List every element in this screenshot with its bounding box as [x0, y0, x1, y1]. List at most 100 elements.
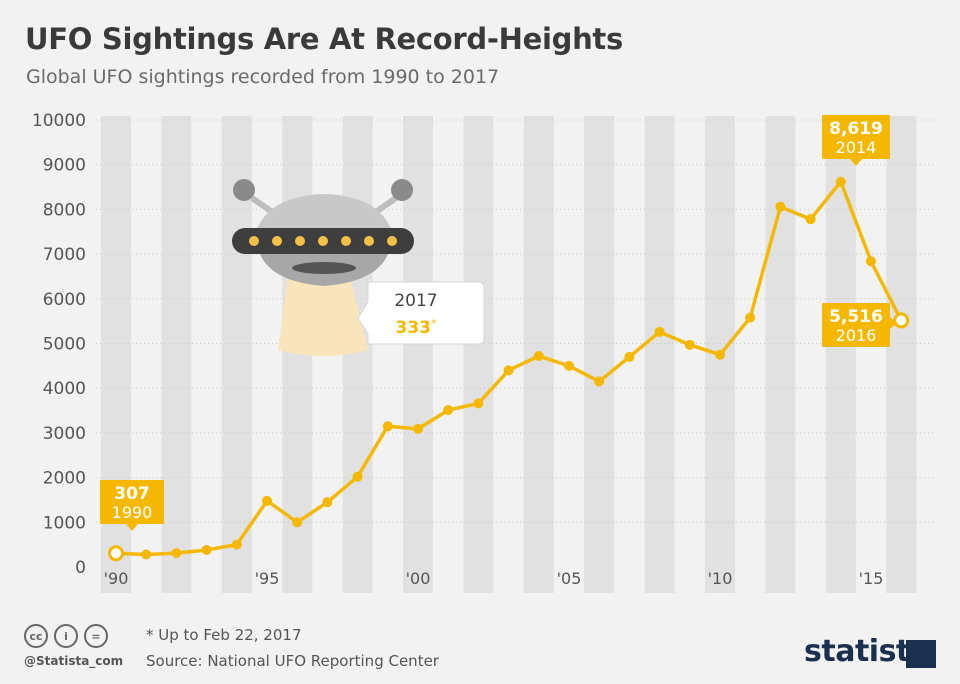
data-point [775, 201, 786, 212]
ufo-dome [256, 194, 392, 232]
ufo-light-icon [249, 236, 259, 246]
chart-title: UFO Sightings Are At Record-Heights [25, 22, 623, 56]
callout-2017: 2017 333* [357, 281, 485, 345]
annotation-box [822, 115, 890, 159]
x-axis: '90 '95 '00 '05 '10 '15 [104, 569, 884, 588]
data-point [141, 549, 152, 560]
data-point [201, 545, 212, 556]
data-point [262, 495, 272, 506]
y-axis: 0 1000 2000 3000 4000 5000 6000 7000 8000 9000 100… [32, 111, 86, 578]
ufo-light-icon [295, 236, 305, 246]
y-tick-label: 9000 [43, 156, 86, 176]
data-point [171, 548, 182, 559]
y-tick-label: 3000 [43, 424, 86, 444]
antenna-right-icon [391, 179, 413, 201]
callout-year: 2017 [394, 291, 437, 311]
x-tick-label: '90 [104, 569, 129, 588]
callout-mark: * [431, 317, 437, 330]
annotation-value: 5,516 [829, 307, 883, 327]
y-tick-label: 6000 [43, 290, 86, 310]
annotation-year: 2016 [836, 326, 877, 345]
year-band [161, 116, 192, 593]
data-point [533, 351, 544, 362]
data-point [805, 214, 816, 225]
y-tick-label: 2000 [43, 469, 86, 489]
callout-value: 333 [396, 318, 432, 338]
data-point [594, 376, 605, 387]
x-tick-label: '05 [557, 569, 582, 588]
ufo-beam [278, 276, 368, 356]
data-point [745, 312, 756, 323]
statista-handle: @Statista_com [24, 654, 124, 668]
data-point [654, 326, 665, 337]
data-points [108, 176, 910, 562]
x-tick-label: '00 [406, 569, 431, 588]
gridlines [96, 119, 936, 523]
ufo-light-icon [272, 236, 282, 246]
data-point [108, 545, 124, 562]
callout-box [357, 281, 485, 345]
footer-note: * Up to Feb 22, 2017 [146, 626, 302, 644]
footer-source: Source: National UFO Reporting Center [146, 652, 439, 670]
annotation-year: 1990 [112, 503, 153, 522]
ufo-light-icon [341, 236, 351, 246]
statista-logo-mark-icon [906, 640, 936, 668]
svg-text:333*: 333* [396, 317, 438, 338]
y-tick-label: 7000 [43, 245, 86, 265]
data-point [564, 360, 574, 371]
annotation-box [100, 480, 164, 524]
no-derivatives-icon: = [84, 624, 108, 648]
cc-icon: cc [24, 624, 48, 648]
data-point [624, 351, 635, 362]
ufo-light-icon [364, 236, 374, 246]
data-point [866, 256, 876, 267]
annotation-box [822, 303, 890, 347]
data-point [352, 471, 363, 482]
data-point [715, 349, 725, 360]
data-point [231, 539, 242, 550]
attribution-icon: i [54, 624, 78, 648]
data-point [503, 365, 514, 376]
data-point [292, 517, 303, 528]
data-point [835, 176, 846, 187]
year-band [886, 116, 917, 593]
license-icons: cc i = [24, 624, 108, 648]
year-band [463, 116, 494, 593]
data-point [684, 339, 695, 350]
data-point [413, 423, 423, 434]
antenna-left-icon [233, 179, 255, 201]
data-point [443, 405, 454, 416]
year-band [825, 116, 856, 593]
annotation-pointer [126, 524, 138, 531]
ufo-light-icon [387, 236, 397, 246]
chart-subtitle: Global UFO sightings recorded from 1990 … [26, 66, 500, 88]
data-point [322, 497, 333, 508]
data-point [473, 398, 484, 409]
annotation-pointer [850, 159, 862, 166]
x-tick-label: '15 [859, 569, 884, 588]
data-point [382, 421, 393, 432]
y-tick-label: 8000 [43, 200, 86, 220]
annotation-pointer [890, 317, 897, 329]
ufo-light-icon [318, 236, 328, 246]
y-tick-label: 5000 [43, 335, 86, 355]
y-tick-label: 0 [75, 558, 86, 578]
y-tick-label: 4000 [43, 379, 86, 399]
x-tick-label: '10 [708, 569, 733, 588]
year-band [644, 116, 675, 593]
annotation-value: 307 [114, 484, 150, 504]
year-band [765, 116, 796, 593]
y-tick-label: 10000 [32, 111, 86, 131]
x-tick-label: '95 [255, 569, 280, 588]
y-tick-label: 1000 [43, 513, 86, 533]
ufo-illustration [232, 179, 414, 356]
ufo-lights [249, 236, 397, 246]
annotation-year: 2014 [836, 138, 877, 157]
background-bands [101, 116, 917, 593]
annotation-value: 8,619 [829, 119, 883, 139]
